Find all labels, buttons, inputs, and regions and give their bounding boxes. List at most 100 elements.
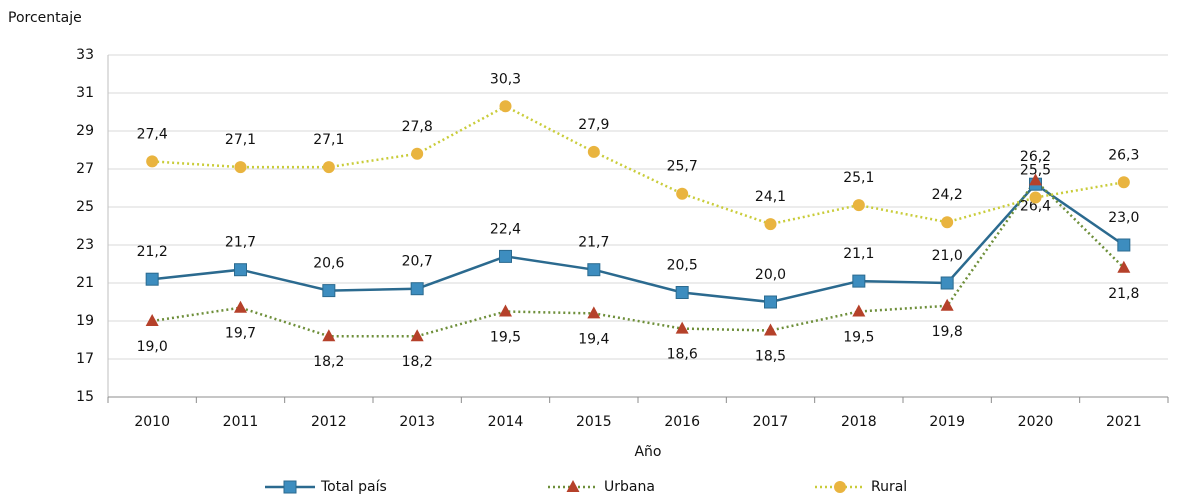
legend-label: Rural — [871, 479, 907, 495]
y-tick-label: 23 — [76, 237, 94, 253]
x-tick-label: 2015 — [576, 414, 612, 430]
x-tick-label: 2016 — [664, 414, 700, 430]
y-axis-label: Porcentaje — [8, 10, 82, 26]
marker — [676, 187, 689, 200]
marker — [764, 323, 777, 336]
series-line — [152, 182, 1125, 304]
data-label: 20,5 — [667, 258, 698, 274]
data-label: 24,2 — [932, 187, 963, 203]
data-label: 25,1 — [843, 170, 874, 186]
marker — [852, 304, 866, 317]
data-label: 23,0 — [1108, 210, 1139, 226]
data-label: 24,1 — [755, 189, 786, 205]
data-label: 21,8 — [1108, 286, 1139, 302]
data-label: 19,4 — [578, 331, 609, 347]
x-tick-label: 2020 — [1018, 414, 1054, 430]
data-label: 21,1 — [843, 246, 874, 262]
x-tick-label: 2017 — [753, 414, 789, 430]
data-label: 18,5 — [755, 349, 786, 365]
marker — [322, 161, 335, 174]
legend-label: Urbana — [604, 479, 655, 495]
y-tick-label: 15 — [76, 389, 94, 405]
marker — [410, 282, 424, 296]
data-label: 18,2 — [402, 354, 433, 370]
data-label: 19,0 — [137, 339, 168, 355]
y-tick-label: 33 — [76, 47, 94, 63]
data-label: 21,7 — [578, 235, 609, 251]
marker — [234, 161, 247, 174]
data-label: 18,6 — [667, 347, 698, 363]
data-label: 19,7 — [225, 326, 256, 342]
marker — [940, 276, 954, 290]
data-label: 21,0 — [932, 248, 963, 264]
y-tick-label: 29 — [76, 123, 94, 139]
marker — [499, 304, 512, 317]
marker — [410, 329, 424, 342]
x-tick-label: 2014 — [488, 414, 524, 430]
legend-marker — [566, 480, 580, 492]
marker — [675, 286, 689, 299]
marker — [852, 199, 865, 212]
marker — [587, 263, 601, 277]
legend-marker — [283, 480, 297, 494]
legend-marker — [834, 481, 846, 493]
series-line — [152, 104, 1125, 226]
data-label: 25,7 — [667, 159, 698, 175]
data-label: 27,4 — [137, 126, 168, 142]
x-tick-label: 2013 — [399, 414, 435, 430]
data-label: 26,3 — [1108, 147, 1139, 163]
marker — [234, 263, 247, 277]
x-tick-label: 2012 — [311, 414, 347, 430]
marker — [675, 321, 689, 334]
marker — [1029, 191, 1042, 204]
legend-label: Total país — [320, 479, 387, 495]
data-label: 20,0 — [755, 267, 786, 283]
marker — [1117, 176, 1130, 189]
x-tick-label: 2021 — [1106, 414, 1142, 430]
marker — [145, 272, 159, 286]
data-label: 27,8 — [402, 119, 433, 135]
marker — [146, 155, 159, 168]
marker — [587, 306, 601, 319]
marker — [499, 100, 512, 113]
marker — [499, 249, 512, 263]
marker — [145, 314, 159, 326]
data-label: 27,1 — [225, 132, 256, 148]
x-axis-label: Año — [634, 444, 661, 460]
marker — [940, 298, 954, 311]
x-tick-label: 2010 — [134, 414, 170, 430]
marker — [1117, 238, 1131, 252]
series-line — [151, 178, 1125, 338]
x-tick-label: 2019 — [929, 414, 965, 430]
marker — [411, 147, 424, 160]
marker — [764, 295, 777, 309]
x-tick-label: 2018 — [841, 414, 877, 430]
data-label: 19,5 — [843, 330, 874, 346]
data-label: 25,5 — [1020, 163, 1051, 179]
data-label: 30,3 — [490, 71, 521, 87]
data-label: 19,5 — [490, 330, 521, 346]
y-tick-label: 17 — [76, 351, 94, 367]
marker — [941, 216, 954, 229]
data-label: 21,7 — [225, 235, 256, 251]
x-tick-label: 2011 — [223, 414, 259, 430]
marker — [322, 329, 336, 342]
data-label: 21,2 — [137, 244, 168, 260]
marker — [587, 145, 600, 158]
data-label: 20,6 — [313, 256, 344, 272]
marker — [764, 218, 777, 231]
data-label: 22,4 — [490, 221, 521, 237]
y-tick-label: 25 — [76, 199, 94, 215]
data-label: 26,2 — [1020, 149, 1051, 165]
marker — [1029, 173, 1042, 186]
data-label: 26,4 — [1020, 198, 1051, 214]
marker — [852, 274, 866, 288]
data-label: 20,7 — [402, 254, 433, 270]
y-tick-label: 31 — [76, 85, 94, 101]
data-label: 27,9 — [578, 117, 609, 133]
y-tick-label: 19 — [76, 313, 94, 329]
marker — [1117, 260, 1131, 273]
data-label: 27,1 — [313, 132, 344, 148]
marker — [322, 284, 336, 298]
